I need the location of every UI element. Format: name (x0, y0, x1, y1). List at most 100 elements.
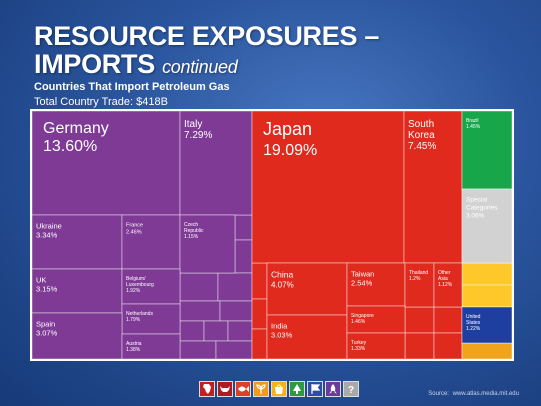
treemap-frame: Germany 13.60% Italy 7.29% Ukraine 3.34% Franc… (30, 109, 514, 361)
treemap-tile-belgium-luxembourg (121, 268, 181, 305)
treemap-filler-tile (227, 320, 253, 342)
treemap-value-ukraine: 3.34% (36, 231, 58, 240)
treemap-label-united-states: United (466, 314, 481, 320)
treemap-label-india: India (271, 322, 288, 331)
treemap-filler-tile (179, 272, 219, 302)
treemap-filler-tile (433, 306, 463, 334)
treemap-value-turkey: 1.33% (351, 346, 366, 352)
treemap-label-spain: Spain (36, 320, 55, 329)
treemap-label-brazil: Brazil (466, 118, 479, 124)
treemap-filler-tile (234, 214, 253, 241)
treemap-label-other-asia: Asia (438, 276, 448, 282)
treemap-tile-united-states (461, 306, 512, 344)
treemap-value-austria: 1.38% (126, 347, 141, 353)
total-trade: Total Country Trade: $418B (34, 96, 168, 108)
africa-icon[interactable] (199, 381, 215, 397)
treemap-tile-austria (121, 333, 181, 359)
treemap-value-italy: 7.29% (184, 130, 212, 141)
treemap-filler-tile (251, 298, 268, 330)
treemap-tile-brazil (461, 111, 512, 190)
treemap-filler-tile (251, 262, 268, 300)
treemap-tile-germany (32, 111, 181, 216)
bull-icon[interactable] (217, 381, 233, 397)
tree-icon[interactable] (289, 381, 305, 397)
treemap-filler-tile (461, 262, 512, 286)
treemap-value-united-states: 1.22% (466, 326, 481, 332)
plant-icon[interactable] (253, 381, 269, 397)
treemap-value-germany: 13.60% (43, 138, 97, 155)
treemap-label-south-korea: Korea (408, 130, 435, 141)
treemap-label-ukraine: Ukraine (36, 222, 62, 231)
treemap-tile-uk (32, 268, 123, 314)
treemap-label-belgium-luxembourg: Luxembourg (126, 282, 154, 288)
treemap-value-netherlands: 1.79% (126, 317, 141, 323)
treemap-filler-tile (234, 239, 253, 274)
treemap-label-japan: Japan (263, 119, 312, 139)
treemap-tile-italy (179, 111, 253, 216)
treemap-label-germany: Germany (43, 120, 109, 137)
treemap-value-singapore: 1.46% (351, 319, 366, 325)
treemap-tile-special-categories (461, 188, 512, 264)
treemap-tile-taiwan (346, 262, 406, 307)
slide-title: RESOURCE EXPOSURES – IMPORTS continued (34, 22, 379, 81)
treemap-label-taiwan: Taiwan (351, 270, 374, 279)
treemap-filler-tile (203, 320, 229, 342)
treemap-filler-tile (219, 300, 253, 322)
chart-subtitle: Countries That Import Petroleum Gas (34, 81, 230, 93)
title-line-2: IMPORTS (34, 49, 155, 79)
treemap-value-thailand: 1.2% (409, 276, 421, 282)
treemap-label-uk: UK (36, 276, 46, 285)
treemap-filler-tile (461, 284, 512, 308)
treemap-label-turkey: Turkey (351, 340, 367, 346)
treemap-tile-china (266, 262, 348, 316)
shopping-bag-icon[interactable] (271, 381, 287, 397)
treemap-label-united-states: States (466, 320, 481, 326)
treemap-label-special-categories: Categories (466, 205, 498, 212)
treemap-label-special-categories: Special (466, 197, 488, 204)
treemap-tile-ukraine (32, 214, 123, 270)
treemap-value-china: 4.07% (271, 281, 294, 290)
treemap-label-singapore: Singapore (351, 313, 374, 319)
treemap-value-brazil: 1.45% (466, 124, 481, 130)
treemap-filler-tile (404, 306, 435, 334)
treemap-tile-thailand (404, 262, 435, 308)
treemap-value-france: 2.46% (126, 230, 142, 236)
treemap-filler-tile (217, 272, 253, 302)
treemap-filler-tile (179, 320, 205, 342)
fish-icon[interactable] (235, 381, 251, 397)
treemap-label-belgium-luxembourg: Belgium/ (126, 276, 146, 282)
source-note: Source: www.atlas.media.mit.edu (428, 391, 519, 397)
treemap-tile-japan (251, 111, 405, 264)
treemap-label-france: France (126, 223, 143, 229)
treemap-tile-netherlands (121, 303, 181, 335)
treemap-value-special-categories: 3.06% (466, 213, 485, 220)
flag-icon[interactable] (307, 381, 323, 397)
treemap-tile-singapore (346, 305, 406, 334)
category-icon-bar: ? (199, 381, 359, 398)
treemap-filler-tile (433, 332, 463, 359)
treemap-value-spain: 3.07% (36, 329, 58, 338)
source-label: Source: (428, 391, 449, 397)
question-icon[interactable]: ? (343, 381, 359, 397)
treemap-tile-france (121, 214, 181, 270)
treemap-label-czech-republic: Republic (184, 228, 204, 234)
treemap-tile-turkey (346, 332, 406, 359)
treemap-value-czech-republic: 1.15% (184, 234, 199, 240)
title-line-1: RESOURCE EXPOSURES – (34, 21, 380, 51)
treemap-label-china: China (271, 270, 293, 280)
title-suffix: continued (162, 57, 238, 77)
treemap-tile-other-asia (433, 262, 463, 308)
treemap-tile-czech-republic (179, 214, 236, 274)
treemap-value-taiwan: 2.54% (351, 279, 373, 288)
treemap-label-czech-republic: Czech (184, 222, 198, 228)
treemap-label-italy: Italy (184, 119, 202, 130)
svg-text:?: ? (348, 385, 354, 396)
rocket-icon[interactable] (325, 381, 341, 397)
treemap-filler-tile (251, 328, 268, 359)
treemap-value-south-korea: 7.45% (408, 141, 436, 152)
treemap-label-austria: Austria (126, 341, 142, 347)
treemap-value-other-asia: 1.12% (438, 282, 453, 288)
treemap-filler-tile (215, 340, 253, 359)
treemap-filler-tile (404, 332, 435, 359)
